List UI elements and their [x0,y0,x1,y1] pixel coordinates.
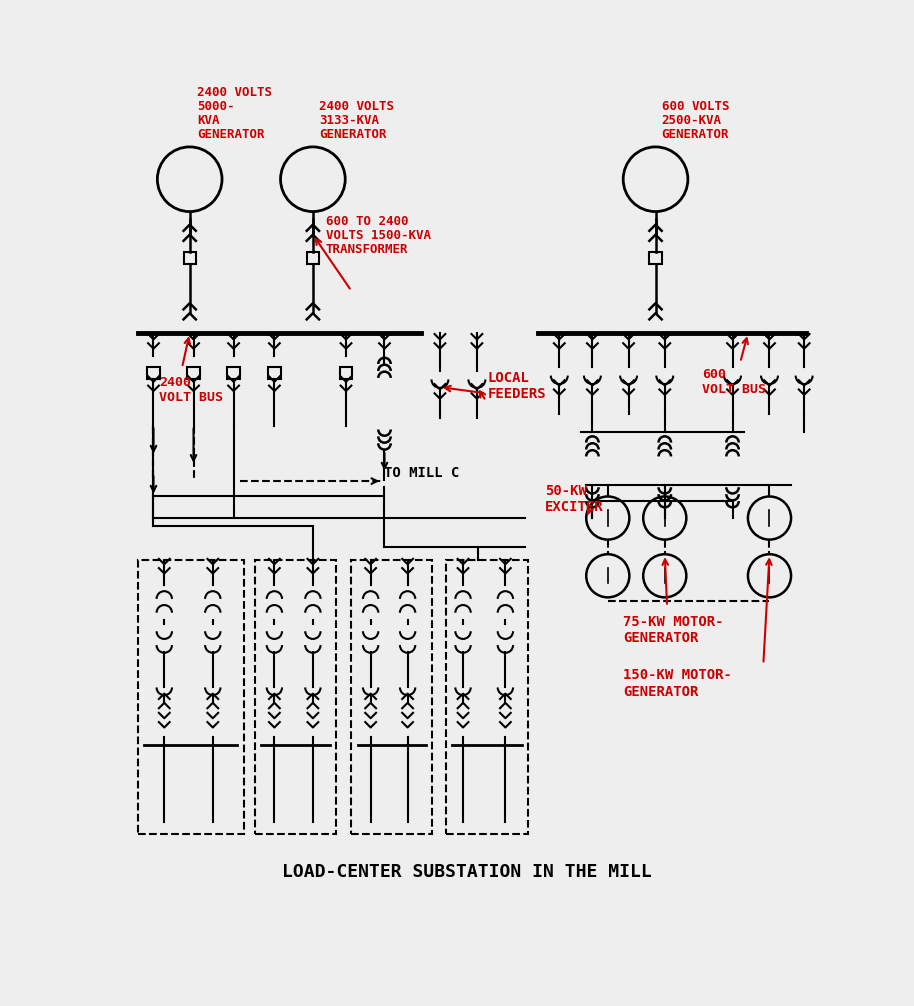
Text: TO MILL C: TO MILL C [385,466,460,480]
Bar [184,252,196,264]
Text: 2400 VOLTS
5000-
KVA
GENERATOR: 2400 VOLTS 5000- KVA GENERATOR [197,86,272,141]
Bar [147,367,160,379]
Bar [340,367,352,379]
Bar [351,560,432,834]
Text: 600 TO 2400
VOLTS 1500-KVA
TRANSFORMER: 600 TO 2400 VOLTS 1500-KVA TRANSFORMER [326,215,431,257]
Text: LOAD-CENTER SUBSTATION IN THE MILL: LOAD-CENTER SUBSTATION IN THE MILL [282,863,652,881]
Bar [307,252,319,264]
Text: 75-KW MOTOR-
GENERATOR: 75-KW MOTOR- GENERATOR [623,615,724,645]
Text: LOCAL
FEEDERS: LOCAL FEEDERS [488,370,547,400]
Text: 150-KW MOTOR-
GENERATOR: 150-KW MOTOR- GENERATOR [623,669,732,699]
Bar [649,252,662,264]
Text: 2400 VOLTS
3133-KVA
GENERATOR: 2400 VOLTS 3133-KVA GENERATOR [319,100,394,141]
Bar [187,367,199,379]
Bar [268,367,281,379]
Text: 50-KW
EXCITER: 50-KW EXCITER [545,484,603,514]
Text: 2400
VOLT BUS: 2400 VOLT BUS [159,375,223,403]
Bar [228,367,239,379]
Bar [255,560,336,834]
Bar [138,560,244,834]
Text: 600
VOLT BUS: 600 VOLT BUS [702,368,766,396]
Text: 600 VOLTS
2500-KVA
GENERATOR: 600 VOLTS 2500-KVA GENERATOR [662,100,729,141]
Bar [446,560,528,834]
